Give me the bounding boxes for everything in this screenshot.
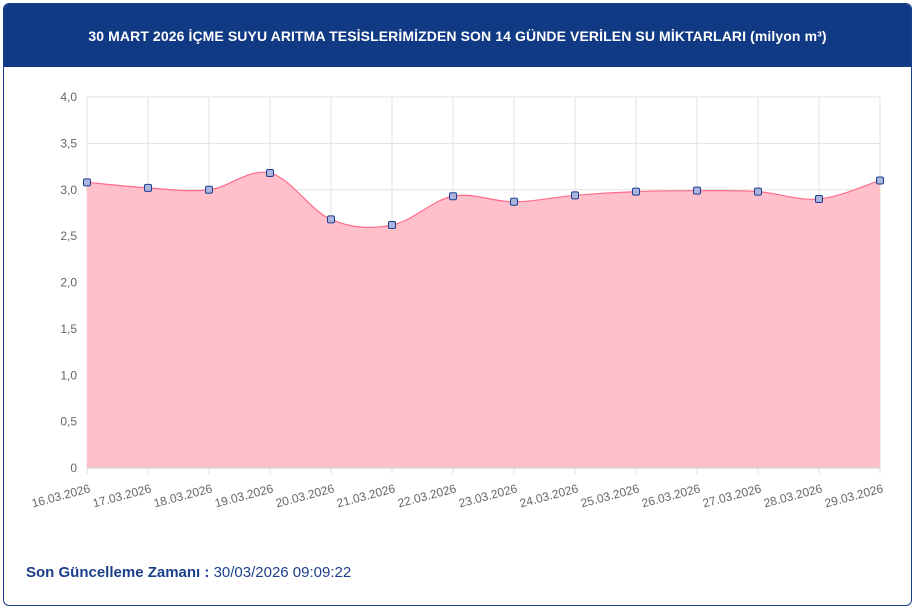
chart-title: 30 MART 2026 İÇME SUYU ARITMA TESİSLERİM… — [4, 4, 911, 67]
x-tick-label: 18.03.2026 — [152, 481, 214, 510]
data-point — [449, 192, 457, 201]
x-tick-label: 22.03.2026 — [396, 481, 458, 510]
data-point — [83, 178, 91, 187]
x-tick-label: 17.03.2026 — [91, 481, 153, 510]
area-chart: 0 0,5 1,0 1,5 2,0 2,5 3,0 3,5 4,0 16.03.2026 17.03… — [30, 90, 885, 510]
y-tick-label: 4,0 — [60, 90, 77, 104]
data-point — [754, 187, 762, 196]
x-tick-label: 25.03.2026 — [579, 481, 641, 510]
x-tick-label: 29.03.2026 — [823, 481, 885, 510]
x-tick-label: 16.03.2026 — [30, 481, 92, 510]
chart-card: 30 MART 2026 İÇME SUYU ARITMA TESİSLERİM… — [3, 3, 912, 606]
data-point — [632, 187, 640, 196]
series-area — [87, 172, 880, 468]
x-tick-label: 27.03.2026 — [701, 481, 763, 510]
y-tick-label: 3,0 — [60, 183, 77, 197]
x-tick-label: 26.03.2026 — [640, 481, 702, 510]
last-update-label: Son Güncelleme Zamanı : — [26, 564, 210, 581]
x-tick-label: 28.03.2026 — [762, 481, 824, 510]
data-point — [571, 191, 579, 200]
y-tick-label: 2,5 — [60, 229, 77, 243]
data-point — [205, 185, 213, 194]
x-tick-label: 24.03.2026 — [518, 481, 580, 510]
x-tick-label: 19.03.2026 — [213, 481, 275, 510]
y-tick-label: 2,0 — [60, 276, 77, 290]
x-tick-label: 20.03.2026 — [274, 481, 336, 510]
data-point — [815, 195, 823, 204]
y-tick-label: 1,5 — [60, 322, 77, 336]
data-point — [388, 220, 396, 229]
x-tick-label: 21.03.2026 — [335, 481, 397, 510]
data-point — [144, 183, 152, 192]
y-tick-label: 0 — [70, 461, 77, 475]
data-point — [876, 176, 884, 185]
last-update: Son Güncelleme Zamanı : 30/03/2026 09:09… — [26, 564, 351, 581]
y-tick-label: 0,5 — [60, 415, 77, 429]
data-point — [693, 186, 701, 195]
last-update-value: 30/03/2026 09:09:22 — [213, 564, 352, 581]
x-tick-label: 23.03.2026 — [457, 481, 519, 510]
data-point — [510, 197, 518, 206]
y-tick-label: 3,5 — [60, 136, 77, 150]
y-tick-label: 1,0 — [60, 368, 77, 382]
data-point — [266, 169, 274, 178]
data-point — [327, 215, 335, 224]
